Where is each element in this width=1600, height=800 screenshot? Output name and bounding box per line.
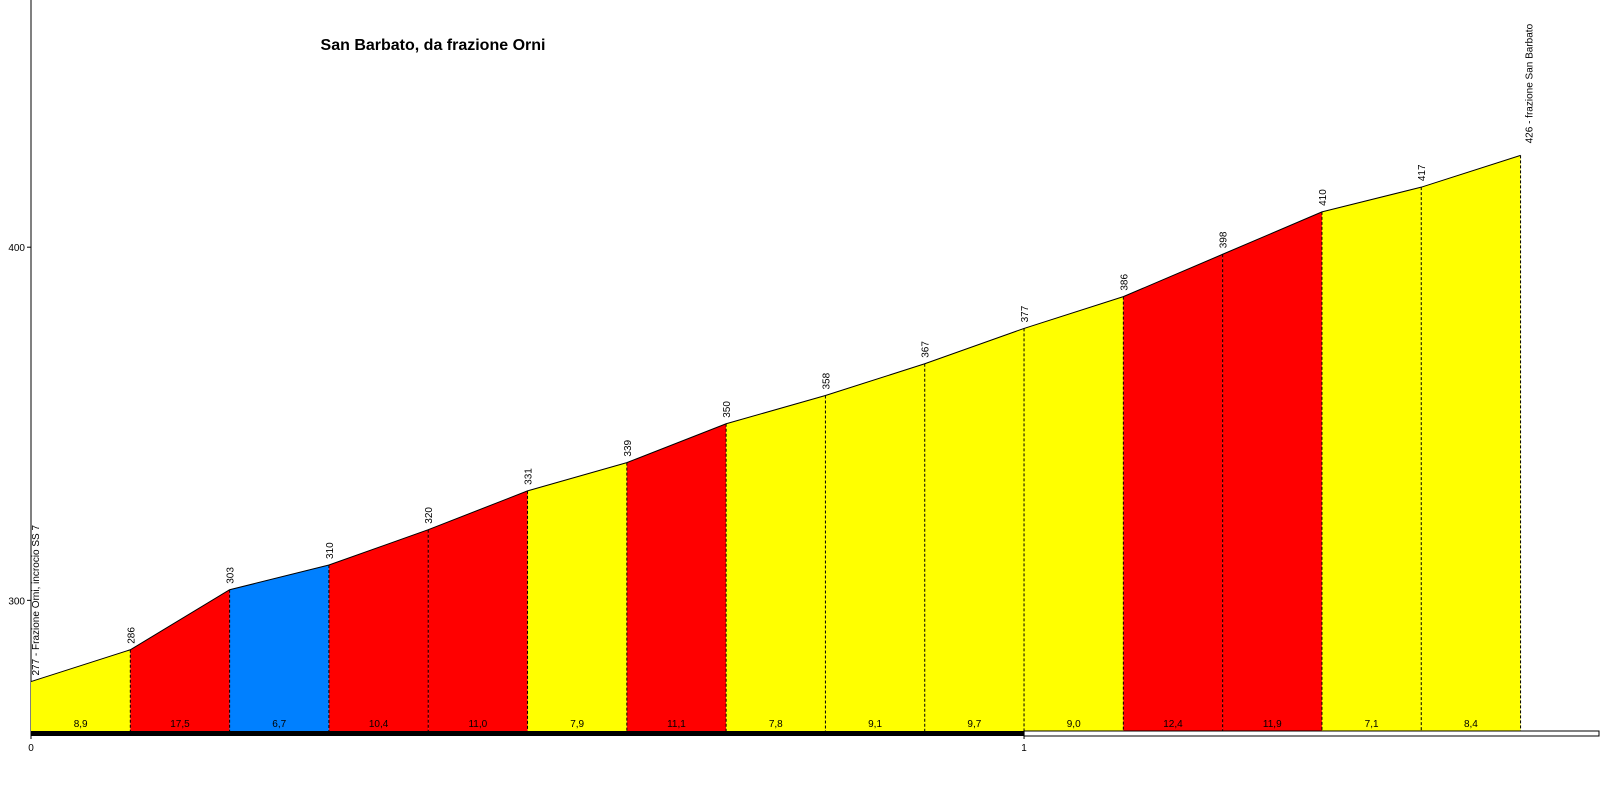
segment-area: [31, 649, 131, 731]
elevation-label: 377: [1020, 305, 1031, 322]
elevation-label: 398: [1219, 231, 1230, 248]
distance-bar: [1023, 730, 1600, 737]
segment-area: [1321, 187, 1422, 731]
segment-area: [626, 423, 727, 731]
gradient-label: 12,4: [1163, 719, 1183, 730]
segment-area: [428, 490, 528, 731]
segment-area: [1222, 211, 1322, 732]
start-label: 277 - Frazione Orni, incrocio SS 7: [31, 525, 42, 676]
elevation-label: 358: [821, 372, 832, 389]
elevation-label: 310: [325, 542, 336, 559]
x-tick-label: 1: [1021, 743, 1027, 754]
gradient-label: 11,0: [468, 719, 487, 730]
segment-area: [1421, 155, 1521, 731]
segment-area: [130, 589, 230, 731]
gradient-label: 8,9: [74, 719, 88, 730]
gradient-label: 11,1: [667, 719, 686, 730]
gradient-label: 17,5: [170, 719, 190, 730]
gradient-label: 8,4: [1464, 719, 1478, 730]
gradient-label: 7,1: [1365, 719, 1379, 730]
elevation-label: 367: [921, 341, 932, 358]
gradient-label: 9,7: [967, 719, 981, 730]
segment-area: [1024, 296, 1124, 731]
end-label: 426 - frazione San Barbato: [1525, 23, 1536, 143]
elevation-label: 386: [1119, 274, 1130, 291]
elevation-label: 410: [1318, 189, 1329, 206]
segment-area: [527, 462, 627, 731]
profile-line: [30, 154, 1521, 683]
elevation-label: 303: [226, 567, 237, 584]
gradient-label: 7,9: [570, 719, 584, 730]
elevation-label: 320: [424, 507, 435, 524]
elevation-label: 417: [1417, 164, 1428, 181]
gradient-label: 9,0: [1067, 719, 1081, 730]
gradient-label: 10,4: [369, 719, 389, 730]
elevation-label: 339: [623, 439, 634, 456]
segment-area: [924, 328, 1025, 731]
segment-area: [726, 395, 826, 731]
segment-area: [1123, 254, 1223, 731]
gradient-label: 6,7: [272, 719, 286, 730]
chart-title: San Barbato, da frazione Orni: [321, 37, 546, 54]
segment-area: [229, 565, 329, 731]
x-tick-label: 0: [28, 743, 34, 754]
gradient-label: 7,8: [769, 719, 783, 730]
distance-bar: [31, 731, 1025, 736]
gradient-label: 9,1: [868, 719, 882, 730]
elevation-label: 286: [126, 627, 137, 644]
y-tick-label: 300: [8, 596, 25, 607]
elevation-label: 350: [722, 401, 733, 418]
elevation-label: 331: [524, 468, 535, 485]
segment-area: [328, 529, 429, 731]
y-tick-label: 400: [8, 243, 25, 254]
segment-area: [825, 363, 925, 731]
gradient-label: 11,9: [1263, 719, 1282, 730]
